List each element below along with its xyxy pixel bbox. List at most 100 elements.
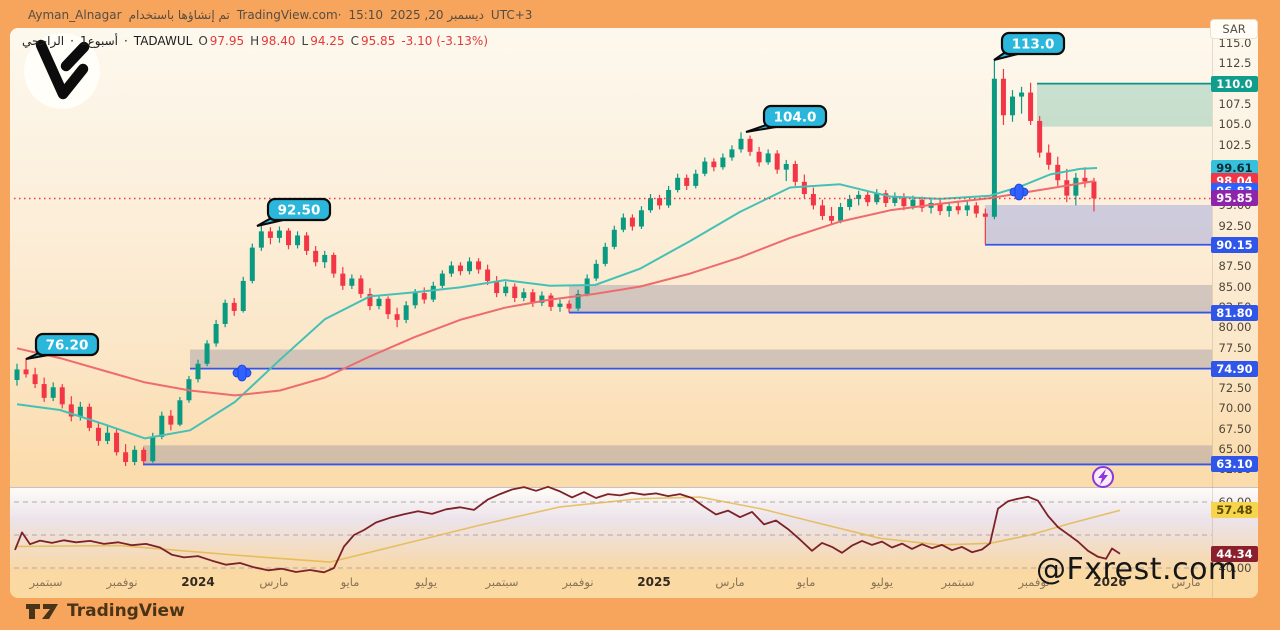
- candle-body: [1019, 92, 1025, 97]
- candle-body: [801, 181, 807, 195]
- candle-body: [267, 231, 273, 238]
- candle-body: [276, 230, 282, 238]
- candle-body: [168, 415, 174, 425]
- candle-body: [774, 153, 780, 170]
- callout-label: 113.0: [1012, 37, 1055, 53]
- ma-fast-line: [16, 167, 1098, 440]
- candle-body: [358, 278, 364, 294]
- candle-body: [141, 449, 147, 462]
- candle-body: [123, 452, 129, 462]
- price-callout: [762, 104, 828, 129]
- symbol-name[interactable]: الراجحي: [22, 34, 65, 48]
- pane-divider[interactable]: [10, 487, 1258, 488]
- candle-body: [711, 161, 717, 168]
- candle-body: [1091, 181, 1097, 199]
- candle-body: [114, 432, 120, 453]
- candle-body: [964, 205, 970, 211]
- legend-separator: ·: [123, 34, 128, 48]
- high-value: 98.40: [261, 34, 296, 48]
- candle-body: [258, 231, 264, 248]
- candle-body: [32, 374, 38, 385]
- candle-body: [403, 305, 409, 320]
- candle-body: [530, 292, 536, 303]
- candle-body: [910, 199, 916, 207]
- site-link[interactable]: TradingView.com·: [236, 8, 342, 22]
- candle-body: [59, 387, 65, 405]
- candle-body: [295, 235, 301, 246]
- candle-body: [105, 432, 110, 441]
- timeframe-value[interactable]: 1أسبوع: [79, 34, 118, 48]
- watermark: @Fxrest.com: [1036, 552, 1238, 587]
- candle-body: [1064, 180, 1070, 196]
- price-callout: [1000, 31, 1066, 56]
- candle-body: [1073, 177, 1079, 196]
- tradingview-brand[interactable]: TradingView: [24, 600, 185, 622]
- candle-body: [693, 173, 699, 186]
- open-value: 97.95: [209, 34, 245, 48]
- candle-body: [557, 303, 563, 307]
- candle-body: [638, 210, 644, 227]
- low-value: 94.25: [310, 34, 345, 48]
- created-with-note: تم إنشاؤها باستخدام: [128, 8, 230, 22]
- currency-chip[interactable]: SAR: [1210, 19, 1258, 39]
- candle-body: [485, 269, 491, 281]
- candle-body: [892, 196, 898, 203]
- candle-body: [566, 303, 572, 309]
- cross-marker-icon: [237, 364, 247, 382]
- candle-body: [937, 202, 943, 212]
- candle-body: [982, 213, 988, 217]
- candle-body: [494, 280, 500, 294]
- candle-body: [150, 436, 156, 462]
- candle-body: [50, 387, 56, 398]
- candle-body: [1046, 152, 1052, 165]
- snapshot-date: 2025 ,20 ديسمبر: [390, 8, 484, 22]
- candle-body: [521, 292, 527, 298]
- snapshot-time: 15:10: [348, 8, 384, 22]
- change-value: -3.10 (-3.13%): [401, 34, 489, 48]
- candle-body: [394, 314, 400, 320]
- candle-body: [23, 369, 29, 375]
- candle-body: [1082, 177, 1088, 182]
- avatar-x-icon: [35, 39, 89, 100]
- callout-label: 104.0: [774, 110, 817, 126]
- demand-zone-3: [190, 349, 1212, 369]
- candle-body: [684, 177, 690, 186]
- candle-body: [430, 285, 436, 300]
- candle-body: [973, 205, 979, 214]
- candle-body: [620, 217, 626, 230]
- candle-body: [657, 198, 663, 206]
- candle-body: [132, 449, 138, 462]
- candle-body: [783, 163, 789, 170]
- candle-body: [602, 246, 608, 264]
- candle-body: [629, 217, 635, 227]
- candle-body: [611, 229, 617, 247]
- candle-body: [512, 286, 518, 298]
- demand-zone-4: [143, 445, 1212, 465]
- candle-body: [249, 247, 255, 281]
- candle-body: [738, 138, 744, 150]
- symbol-legend[interactable]: الراجحي · 1أسبوع · TADAWUL O 97.95 H 98.40…: [22, 34, 488, 48]
- candle-body: [666, 189, 672, 206]
- candle-body: [367, 293, 373, 307]
- candle-body: [376, 298, 382, 307]
- ma-slow-line: [16, 180, 1096, 397]
- candle-body: [584, 278, 590, 294]
- supply-zone: [1037, 83, 1212, 127]
- candle-body: [159, 415, 165, 437]
- candle-body: [331, 254, 337, 274]
- candle-body: [765, 153, 771, 163]
- candle-body: [412, 293, 418, 306]
- rsi-line: [14, 485, 1121, 574]
- candle-body: [439, 273, 445, 286]
- candle-body: [231, 302, 237, 311]
- candle-body: [720, 157, 726, 168]
- candle-body: [901, 196, 907, 207]
- candle-body: [946, 206, 952, 212]
- candle-body: [883, 193, 889, 203]
- candle-body: [349, 278, 355, 286]
- low-label: L: [301, 34, 309, 48]
- snapshot-timezone: UTC+3: [490, 8, 533, 22]
- candle-body: [919, 199, 925, 208]
- candle-body: [702, 161, 708, 174]
